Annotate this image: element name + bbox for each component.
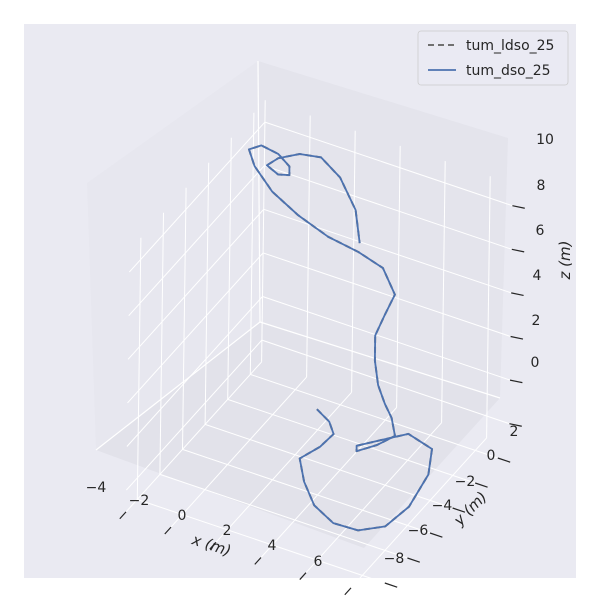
grid-line-x-floor (350, 437, 487, 589)
x-tick-label: 2 (223, 523, 232, 539)
grid-line-y-side (227, 137, 232, 400)
edge-floor-left (95, 321, 261, 451)
z-tick-label: 6 (536, 223, 545, 239)
grid-line-y-floor (204, 423, 453, 509)
z-tick-label: 4 (533, 268, 542, 284)
x-tick-labels: −4 −2 0 2 4 6 (86, 480, 323, 570)
grid-line-x-floor (215, 391, 352, 543)
x-tick-mark (344, 587, 352, 596)
z-tick-label: 10 (536, 132, 554, 148)
grid-line-z (128, 165, 512, 317)
x-tick-mark (254, 557, 262, 565)
x-tick-mark (299, 572, 307, 580)
z-tick-mark (512, 205, 525, 209)
edge-floor-back (259, 321, 501, 399)
y-tick-label: −8 (384, 551, 405, 567)
grid-line-y-floor (159, 473, 408, 559)
legend-box (417, 30, 569, 86)
y-tick-label: −6 (408, 523, 429, 539)
grid-line-x-floor (305, 422, 442, 574)
z-tick-mark (509, 379, 523, 384)
grid-line-y-floor (137, 498, 385, 584)
x-tick-mark (209, 541, 217, 550)
z-tick-label: 2 (532, 313, 541, 329)
x-tick-mark (164, 526, 172, 535)
grid-line-x-back (261, 100, 266, 362)
grid-line-y-side (182, 187, 187, 450)
z-tick-mark (509, 423, 522, 427)
x-tick-label: −2 (129, 493, 150, 509)
y-tick-mark (429, 532, 443, 538)
grid-line-z (127, 252, 511, 404)
y-tick-mark (384, 582, 398, 588)
grid-lines (125, 100, 513, 589)
grid-line-y-floor (250, 373, 498, 459)
y-tick-labels: −8 −6 −4 −2 0 2 (384, 424, 519, 567)
grid-line-y-side (159, 212, 164, 475)
grid-line-x-floor (170, 376, 307, 528)
grid-line-z (127, 208, 512, 360)
grid-line-z (126, 295, 511, 447)
y-tick-label: −4 (432, 498, 453, 514)
x-tick-label: −4 (86, 480, 107, 496)
x-tick-label: 4 (268, 538, 277, 554)
grid-line-x-back (306, 115, 311, 378)
grid-line-x-back (396, 145, 401, 408)
z-tick-mark (511, 248, 525, 253)
grid-line-y-floor (227, 398, 476, 484)
y-tick-mark (452, 507, 466, 513)
grid-line-y-floor (182, 448, 431, 534)
z-tick-mark (511, 292, 524, 297)
legend: tum_ldso_25 tum_dso_25 (417, 30, 569, 86)
z-tick-mark (510, 335, 524, 340)
z-tick-labels: 0 2 4 6 8 10 (531, 132, 554, 371)
pane-group (87, 61, 508, 548)
y-tick-label: −2 (455, 474, 476, 490)
y-tick-mark (497, 457, 511, 463)
z-tick-label: 0 (531, 355, 540, 371)
x-tick-mark (119, 511, 127, 520)
grid-line-z (125, 339, 510, 491)
y-tick-label: 2 (510, 424, 519, 440)
z-tick-label: 8 (537, 178, 546, 194)
edge-back-vertical (257, 60, 261, 323)
y-tick-label: 0 (487, 448, 496, 464)
z-axis-label: z (m) (556, 241, 574, 281)
tick-marks (119, 205, 525, 596)
pane-left (87, 61, 260, 450)
y-tick-mark (475, 482, 488, 488)
grid-line-z (128, 121, 513, 273)
grid-line-y-side (136, 237, 142, 500)
grid-line-x-floor (125, 361, 262, 513)
pane-back (258, 61, 508, 398)
grid-line-y-side (204, 162, 210, 425)
legend-label-tum-ldso-25: tum_ldso_25 (466, 38, 554, 54)
grid-line-x-floor (260, 407, 397, 558)
x-tick-label: 6 (314, 554, 323, 570)
grid-line-x-back (351, 130, 356, 393)
x-tick-label: 0 (178, 508, 187, 524)
legend-label-tum-dso-25: tum_dso_25 (466, 63, 551, 79)
series-tum-dso-25-line (248, 144, 433, 532)
pane-edges (95, 60, 501, 451)
grid-line-y-side (249, 112, 255, 375)
trajectory-group (248, 144, 433, 532)
y-tick-mark (407, 557, 420, 563)
pane-floor (96, 322, 500, 548)
